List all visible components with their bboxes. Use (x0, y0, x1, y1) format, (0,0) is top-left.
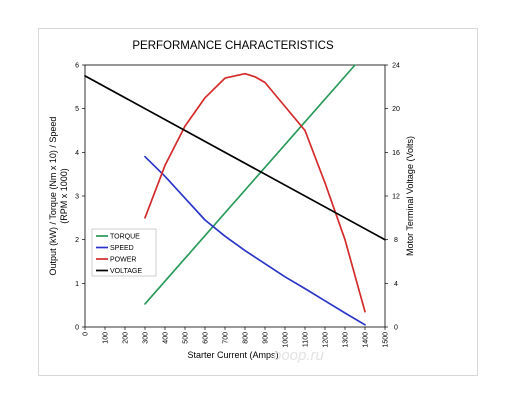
x-tick-label: 1000 (283, 332, 290, 348)
x-tick-label: 200 (123, 332, 130, 344)
chart-title: PERFORMANCE CHARACTERISTICS (132, 40, 334, 52)
x-axis-ticks: 0 100 200 300 400 500 600 700 800 900 1000 1100 1200… (83, 327, 390, 348)
right-y-axis-ticks: 0 4 8 12 16 20 24 (385, 63, 400, 332)
x-tick-label: 100 (103, 332, 110, 344)
left-y-tick-label: 2 (75, 237, 79, 244)
legend-label-speed: SPEED (110, 245, 134, 252)
left-y-tick-label: 4 (75, 150, 79, 157)
left-y-tick-label: 5 (75, 106, 79, 113)
series-line-power (144, 72, 366, 313)
plot-area (84, 64, 386, 328)
x-tick-label: 1100 (303, 332, 310, 347)
left-y-axis-title-line1: Output (kW) / Torque (Nm x 10) / Speed (48, 117, 58, 276)
left-y-axis-ticks: 0 1 2 3 4 5 6 (75, 63, 85, 332)
right-y-tick-label: 20 (392, 106, 400, 113)
plot-border (84, 64, 386, 328)
x-tick-label: 900 (263, 332, 270, 344)
legend: TORQUE SPEED POWER VOLTAGE (91, 228, 157, 277)
chart-frame (38, 28, 478, 376)
right-y-axis-title: Motor Terminal Voltage (Volts) (405, 136, 415, 256)
watermark-text: ooop.ru (273, 347, 325, 364)
right-y-tick-label: 4 (394, 281, 398, 288)
x-tick-label: 1200 (323, 332, 330, 348)
x-tick-label: 1400 (363, 332, 370, 348)
series-line-voltage (84, 75, 386, 241)
left-y-tick-label: 1 (75, 281, 79, 288)
x-tick-label: 400 (163, 332, 170, 344)
legend-label-torque: TORQUE (110, 234, 140, 241)
x-tick-label: 600 (203, 332, 210, 344)
left-y-tick-label: 3 (75, 194, 79, 201)
right-y-tick-label: 16 (392, 150, 400, 157)
right-y-tick-label: 24 (392, 63, 400, 70)
series-line-torque (144, 64, 356, 305)
series-layer (84, 64, 386, 326)
left-y-tick-label: 6 (75, 63, 79, 70)
x-axis-title: Starter Current (Amps) (187, 350, 278, 360)
series-line-speed (144, 155, 366, 326)
right-y-tick-label: 12 (392, 194, 400, 201)
left-y-tick-label: 0 (75, 325, 79, 332)
x-tick-label: 300 (143, 332, 150, 344)
right-y-tick-label: 0 (394, 325, 398, 332)
x-tick-label: 700 (223, 332, 230, 344)
x-tick-label: 500 (183, 332, 190, 344)
legend-label-power: POWER (110, 257, 136, 264)
x-tick-label: 1500 (383, 332, 390, 348)
left-y-axis-title-line2: (RPM x 1000) (59, 168, 69, 224)
x-tick-label: 800 (243, 332, 250, 344)
legend-label-voltage: VOLTAGE (110, 268, 142, 275)
x-tick-label: 0 (83, 332, 90, 336)
right-y-tick-label: 8 (394, 237, 398, 244)
x-tick-label: 1300 (343, 332, 350, 348)
